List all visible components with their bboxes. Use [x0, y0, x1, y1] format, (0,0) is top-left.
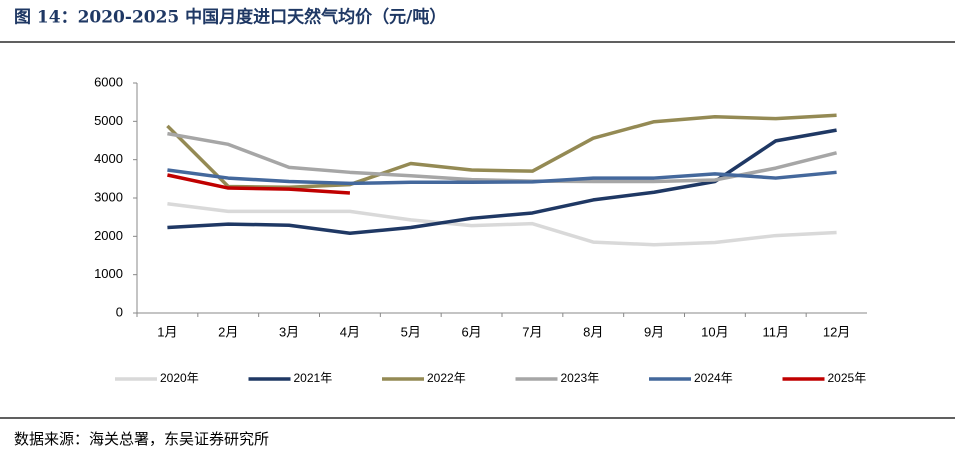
- legend-label: 2021年: [294, 371, 333, 385]
- chart-title: 图 14：2020-2025 中国月度进口天然气均价（元/吨）: [14, 7, 446, 28]
- series-line: [167, 202, 837, 247]
- series-line: [167, 168, 837, 186]
- y-tick-label: 2000: [94, 228, 123, 243]
- y-tick-label: 6000: [94, 74, 123, 89]
- legend-label: 2024年: [694, 371, 733, 385]
- x-tick-label: 1月: [157, 324, 177, 339]
- series-line: [167, 173, 351, 195]
- x-tick-label: 12月: [823, 324, 850, 339]
- y-tick-label: 5000: [94, 113, 123, 128]
- y-tick-label: 0: [116, 304, 123, 319]
- x-tick-label: 4月: [340, 324, 360, 339]
- x-tick-label: 5月: [401, 324, 421, 339]
- x-tick-label: 3月: [279, 324, 299, 339]
- x-tick-label: 8月: [583, 324, 603, 339]
- legend-label: 2025年: [828, 371, 867, 385]
- x-tick-label: 2月: [218, 324, 238, 339]
- x-tick-label: 11月: [763, 324, 790, 339]
- x-tick-label: 10月: [701, 324, 728, 339]
- x-tick-label: 9月: [644, 324, 664, 339]
- x-tick-label: 6月: [461, 324, 481, 339]
- source: 数据来源：海关总署，东吴证券研究所: [14, 430, 269, 448]
- legend-label: 2020年: [160, 371, 199, 385]
- legend-label: 2023年: [561, 371, 600, 385]
- x-tick-label: 7月: [522, 324, 542, 339]
- series-line: [166, 113, 837, 190]
- y-tick-label: 1000: [94, 266, 123, 281]
- y-tick-label: 4000: [94, 151, 123, 166]
- legend-label: 2022年: [427, 371, 466, 385]
- y-tick-label: 3000: [94, 189, 123, 204]
